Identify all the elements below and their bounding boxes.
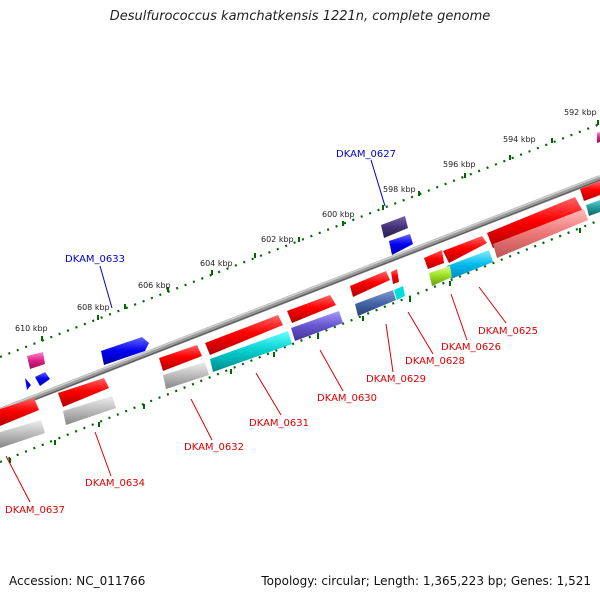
scale-label: 604 kbp — [200, 259, 233, 268]
gene-feature-0633[interactable] — [101, 337, 149, 365]
outer-features — [25, 132, 600, 390]
gene-feature-0631[interactable] — [210, 331, 292, 372]
gene-feature[interactable] — [0, 398, 39, 426]
gene-feature-0629[interactable] — [355, 290, 396, 316]
gene-feature[interactable] — [580, 181, 600, 201]
gene-feature[interactable] — [35, 372, 50, 386]
scale-label: 592 kbp — [564, 108, 597, 117]
gene-feature-0628[interactable] — [394, 286, 405, 300]
scale-label: 596 kbp — [443, 160, 476, 169]
gene-label-0629[interactable]: DKAM_0629 — [366, 374, 426, 385]
gene-feature[interactable] — [586, 200, 600, 216]
gene-feature[interactable] — [487, 197, 584, 248]
gene-feature[interactable] — [391, 269, 399, 284]
scale-label: 602 kbp — [261, 235, 294, 244]
scale-ticks — [9, 120, 599, 463]
gene-feature[interactable] — [424, 250, 444, 269]
gene-feature-0630[interactable] — [291, 311, 343, 341]
leader-lines — [5, 159, 507, 503]
accession-label: Accession: NC_011766 — [9, 574, 146, 588]
gene-feature[interactable] — [25, 378, 31, 390]
gene-feature-0632[interactable] — [163, 362, 209, 389]
gene-feature[interactable] — [429, 266, 452, 286]
scale-label: 606 kbp — [138, 281, 171, 290]
gene-feature[interactable] — [443, 236, 487, 263]
gene-label-0625[interactable]: DKAM_0625 — [478, 326, 538, 337]
scale-labels: 592 kbp 594 kbp 596 kbp 598 kbp 600 kbp … — [15, 108, 597, 333]
gene-feature-0626[interactable] — [447, 250, 493, 279]
gene-feature-0627[interactable] — [381, 216, 408, 238]
scale-label: 598 kbp — [383, 185, 416, 194]
reverse-strand-genes — [0, 200, 600, 448]
gene-feature[interactable] — [159, 345, 202, 371]
gene-feature[interactable] — [389, 234, 413, 255]
gene-feature[interactable] — [27, 352, 45, 369]
scale-label: 594 kbp — [503, 135, 536, 144]
scale-label: 610 kbp — [15, 324, 48, 333]
gene-label-0634[interactable]: DKAM_0634 — [85, 478, 145, 489]
gene-label-0631[interactable]: DKAM_0631 — [249, 418, 309, 429]
gene-label-0633[interactable]: DKAM_0633 — [65, 254, 125, 265]
gene-label-0627[interactable]: DKAM_0627 — [336, 149, 396, 160]
genome-backbone — [0, 175, 600, 414]
gene-feature[interactable] — [58, 378, 109, 407]
gene-feature[interactable] — [350, 271, 390, 297]
gene-feature[interactable] — [287, 295, 336, 323]
gene-feature-0625[interactable] — [493, 209, 588, 258]
gene-label-0632[interactable]: DKAM_0632 — [184, 442, 244, 453]
gene-label-0628[interactable]: DKAM_0628 — [405, 356, 465, 367]
gene-label-0637[interactable]: DKAM_0637 — [5, 505, 65, 516]
scale-label: 600 kbp — [322, 210, 355, 219]
genome-title: Desulfurococcus kamchatkensis 1221n, com… — [109, 9, 491, 24]
gene-feature-0637[interactable] — [0, 420, 45, 448]
gene-feature-0634[interactable] — [63, 396, 116, 425]
gene-feature[interactable] — [597, 132, 600, 143]
gene-labels: DKAM_0627 DKAM_0633 DKAM_0625 DKAM_0626 … — [5, 149, 538, 516]
forward-strand-genes — [0, 181, 600, 426]
scale-label: 608 kbp — [77, 303, 110, 312]
gene-label-0626[interactable]: DKAM_0626 — [441, 342, 501, 353]
gene-feature[interactable] — [205, 315, 283, 355]
gene-label-0630[interactable]: DKAM_0630 — [317, 393, 377, 404]
genome-summary: Topology: circular; Length: 1,365,223 bp… — [261, 574, 591, 588]
